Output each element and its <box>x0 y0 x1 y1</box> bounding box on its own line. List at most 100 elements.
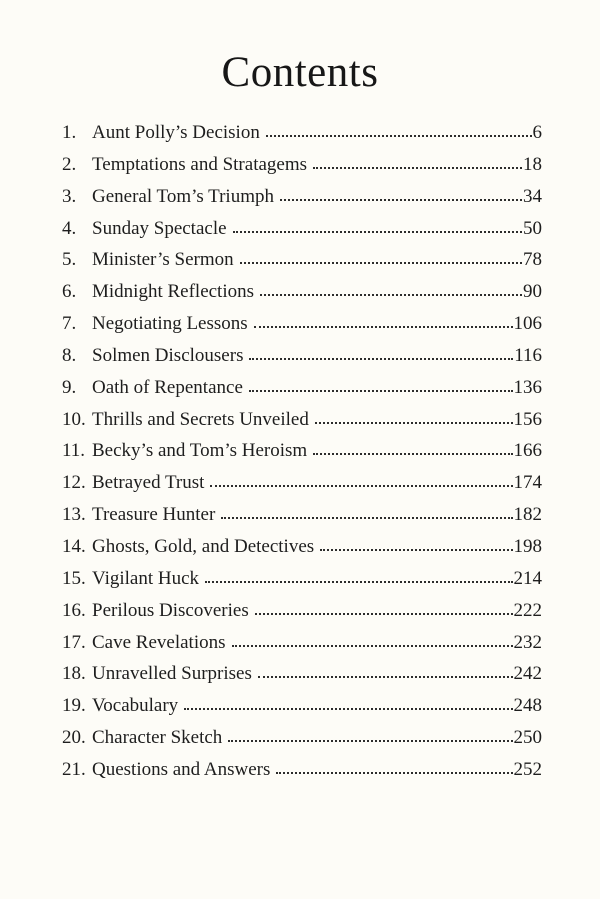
dotted-leader <box>232 230 522 233</box>
toc-entry-number: 19. <box>62 695 86 717</box>
toc-entry-page: 6 <box>532 122 543 143</box>
toc-entry: 12. Betrayed Trust 174 <box>62 467 542 499</box>
toc-entry-title: Betrayed Trust <box>92 472 205 494</box>
toc-entry-number: 15. <box>62 567 86 589</box>
toc-entry: 11. Becky’s and Tom’s Heroism 166 <box>62 435 542 467</box>
toc-entry-number: 10. <box>62 408 86 430</box>
toc-entry-page: 50 <box>523 217 542 239</box>
dotted-leader <box>313 166 522 169</box>
toc-entry-number: 14. <box>62 535 86 557</box>
toc-entry: 14. Ghosts, Gold, and Detectives 198 <box>62 531 542 563</box>
toc-entry-title: Thrills and Secrets Unveiled <box>92 408 309 430</box>
toc-entry-number: 20. <box>62 727 86 749</box>
toc-entry: 13. Treasure Hunter 182 <box>62 499 542 531</box>
toc-entry: 21. Questions and Answers 252 <box>62 754 542 786</box>
toc-entry-page: 252 <box>513 758 543 780</box>
toc-entry-page: 90 <box>523 281 542 303</box>
toc-entry: 10. Thrills and Secrets Unveiled 156 <box>62 404 542 436</box>
toc-entry-number: 18. <box>62 663 86 685</box>
toc-entry-page: 232 <box>513 631 543 653</box>
dotted-leader <box>260 294 522 297</box>
toc-entry-number: 7. <box>62 313 77 335</box>
page-title: Contents <box>221 49 379 96</box>
toc-entry: 3. General Tom’s Triumph 34 <box>62 181 542 213</box>
toc-entry: 19. Vocabulary 248 <box>62 690 542 722</box>
toc-entry-number: 9. <box>62 376 77 398</box>
dotted-leader <box>228 740 513 743</box>
toc-entry: 8. Solmen Disclousers 116 <box>62 340 542 372</box>
toc-entry: 1. Aunt Polly’s Decision 6 <box>62 117 542 149</box>
dotted-leader <box>253 326 513 329</box>
toc-entry-number: 4. <box>62 217 77 239</box>
toc-entry-page: 116 <box>514 344 542 366</box>
dotted-leader <box>320 548 513 551</box>
toc-entry-page: 156 <box>513 408 543 430</box>
toc-entry: 5. Minister’s Sermon 78 <box>62 244 542 276</box>
toc-entry-title: Unravelled Surprises <box>92 663 252 685</box>
dotted-leader <box>210 485 513 488</box>
toc-entry-page: 34 <box>523 185 542 207</box>
dotted-leader <box>254 612 513 615</box>
toc-entry-title: Oath of Repentance <box>92 376 243 398</box>
toc-entry-title: Ghosts, Gold, and Detectives <box>92 535 315 557</box>
toc-entry-page: 242 <box>513 663 543 685</box>
toc-entry-title: Solmen Disclousers <box>92 344 244 366</box>
toc-entry: 7. Negotiating Lessons 106 <box>62 308 542 340</box>
toc-entry-page: 166 <box>513 440 543 462</box>
toc-entry-number: 13. <box>62 504 86 526</box>
toc-entry: 16. Perilous Discoveries 222 <box>62 595 542 627</box>
toc-entry-page: 250 <box>513 727 543 749</box>
toc-entry-title: Vocabulary <box>92 695 179 717</box>
contents-page: Contents 1. Aunt Polly’s Decision 6 2. T… <box>0 50 600 899</box>
toc-entry-page: 214 <box>513 567 543 589</box>
dotted-leader <box>265 135 532 137</box>
toc-entry-title: General Tom’s Triumph <box>92 185 274 207</box>
toc-entry-title: Vigilant Huck <box>92 567 200 589</box>
dotted-leader <box>257 676 513 679</box>
toc-entry-number: 5. <box>62 249 77 271</box>
dotted-leader <box>184 708 513 711</box>
toc-entry: 15. Vigilant Huck 214 <box>62 563 542 595</box>
dotted-leader <box>314 421 513 424</box>
toc-list: 1. Aunt Polly’s Decision 6 2. Temptation… <box>62 117 542 786</box>
toc-entry: 17. Cave Revelations 232 <box>62 627 542 659</box>
toc-entry-title: Aunt Polly’s Decision <box>92 122 260 143</box>
toc-entry-page: 174 <box>513 472 543 494</box>
toc-entry-number: 1. <box>62 122 77 143</box>
toc-entry: 6. Midnight Reflections 90 <box>62 276 542 308</box>
toc-entry-title: Negotiating Lessons <box>92 313 248 335</box>
toc-entry-title: Sunday Spectacle <box>92 217 227 239</box>
toc-entry-title: Cave Revelations <box>92 631 226 653</box>
toc-entry-title: Becky’s and Tom’s Heroism <box>92 440 308 462</box>
toc-entry: 18. Unravelled Surprises 242 <box>62 658 542 690</box>
toc-entry-page: 136 <box>513 376 543 398</box>
toc-entry-title: Questions and Answers <box>92 758 271 780</box>
dotted-leader <box>249 357 514 360</box>
toc-entry-page: 222 <box>513 599 543 621</box>
toc-entry-number: 11. <box>62 440 86 462</box>
dotted-leader <box>231 644 513 647</box>
dotted-leader <box>239 262 522 265</box>
toc-entry-title: Minister’s Sermon <box>92 249 234 271</box>
toc-entry-page: 18 <box>523 153 542 175</box>
toc-entry-number: 21. <box>62 758 86 780</box>
dotted-leader <box>248 389 513 392</box>
toc-entry-title: Temptations and Stratagems <box>92 153 308 175</box>
toc-entry-number: 17. <box>62 631 86 653</box>
toc-entry-number: 16. <box>62 599 86 621</box>
toc-entry-page: 182 <box>513 504 543 526</box>
toc-entry-title: Midnight Reflections <box>92 281 255 303</box>
toc-entry-title: Perilous Discoveries <box>92 599 249 621</box>
dotted-leader <box>221 517 513 520</box>
toc-entry-number: 6. <box>62 281 77 303</box>
toc-entry: 2. Temptations and Stratagems 18 <box>62 149 542 181</box>
toc-entry-title: Treasure Hunter <box>92 504 216 526</box>
toc-entry-number: 12. <box>62 472 86 494</box>
dotted-leader <box>280 198 522 201</box>
toc-entry-number: 8. <box>62 344 77 366</box>
toc-entry: 4. Sunday Spectacle 50 <box>62 213 542 245</box>
toc-entry: 20. Character Sketch 250 <box>62 722 542 754</box>
toc-entry-page: 78 <box>523 249 542 271</box>
toc-entry-page: 198 <box>513 535 543 557</box>
toc-entry: 9. Oath of Repentance 136 <box>62 372 542 404</box>
